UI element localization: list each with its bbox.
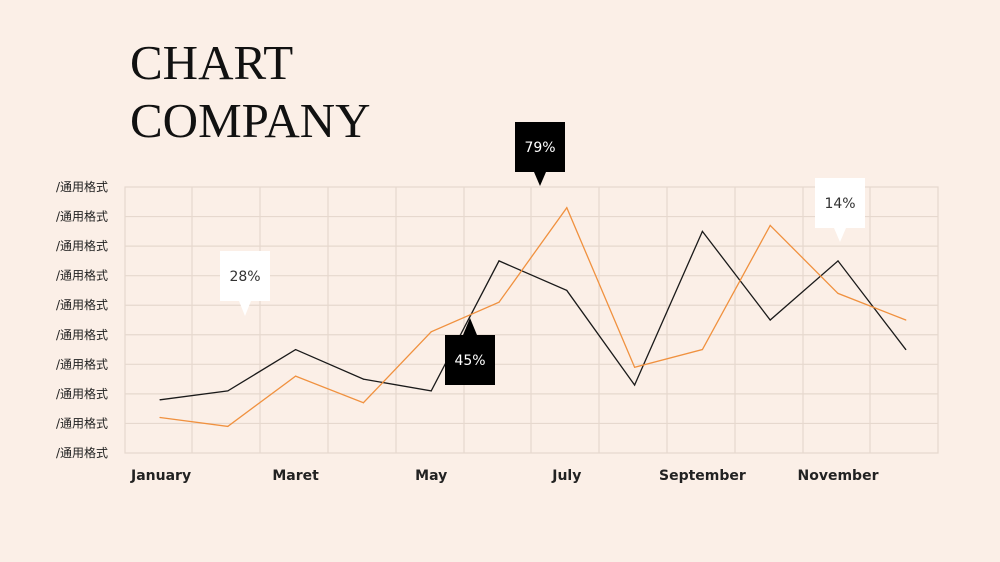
callout-pointer	[834, 228, 846, 242]
data-point	[362, 378, 364, 380]
y-tick-label: /通用格式	[56, 327, 108, 342]
callout-14pct: 14%	[815, 178, 865, 242]
data-point	[227, 425, 229, 427]
data-point	[837, 292, 839, 294]
y-tick-label: /通用格式	[56, 386, 108, 401]
data-point	[498, 260, 500, 262]
y-tick-label: /通用格式	[56, 445, 108, 460]
data-point	[159, 416, 161, 419]
series-line-1	[159, 230, 907, 401]
x-tick-label: May	[415, 468, 447, 484]
data-point	[295, 348, 297, 351]
callout-box	[815, 178, 865, 228]
title-line-2: COMPANY	[130, 93, 371, 148]
data-point	[634, 366, 636, 368]
series-line-2	[159, 206, 907, 428]
callout-pointer	[239, 301, 251, 316]
callout-45pct: 45%	[445, 318, 495, 385]
data-point	[769, 319, 771, 321]
callout-box	[445, 335, 495, 385]
callout-28pct: 28%	[220, 251, 270, 316]
x-tick-label: July	[551, 468, 581, 484]
data-point	[634, 384, 636, 386]
x-tick-label: November	[798, 468, 879, 484]
data-point	[566, 207, 568, 209]
x-tick-label: Maret	[272, 468, 319, 484]
x-tick-label: September	[659, 468, 746, 484]
y-tick-label: /通用格式	[56, 268, 108, 283]
y-tick-label: /通用格式	[56, 238, 108, 253]
data-point	[295, 375, 297, 377]
data-point	[159, 399, 161, 401]
data-point	[498, 301, 500, 303]
chart-title: CHART COMPANY	[130, 34, 371, 150]
data-point	[430, 390, 432, 392]
data-point	[430, 331, 432, 333]
callout-pointer	[534, 172, 546, 186]
callout-label: 79%	[524, 140, 555, 156]
data-point	[701, 230, 704, 232]
data-point	[701, 348, 704, 351]
y-tick-label: /通用格式	[56, 415, 108, 430]
data-point	[905, 319, 907, 321]
data-point	[905, 348, 907, 351]
callout-box	[220, 251, 270, 301]
y-tick-label: /通用格式	[56, 356, 108, 371]
title-line-1: CHART	[130, 35, 294, 90]
callout-label: 14%	[824, 196, 855, 212]
callout-pointer	[463, 318, 477, 335]
callout-label: 45%	[454, 353, 485, 369]
data-point	[837, 260, 839, 262]
data-point	[769, 224, 771, 227]
data-point	[227, 390, 229, 392]
x-tick-label: January	[130, 468, 191, 484]
y-tick-label: /通用格式	[56, 179, 108, 194]
callout-label: 28%	[229, 269, 260, 285]
data-point	[362, 402, 364, 404]
callout-79pct: 79%	[515, 122, 565, 186]
y-tick-label: /通用格式	[56, 209, 108, 224]
data-point	[566, 289, 568, 292]
y-tick-label: /通用格式	[56, 297, 108, 312]
callout-box	[515, 122, 565, 172]
